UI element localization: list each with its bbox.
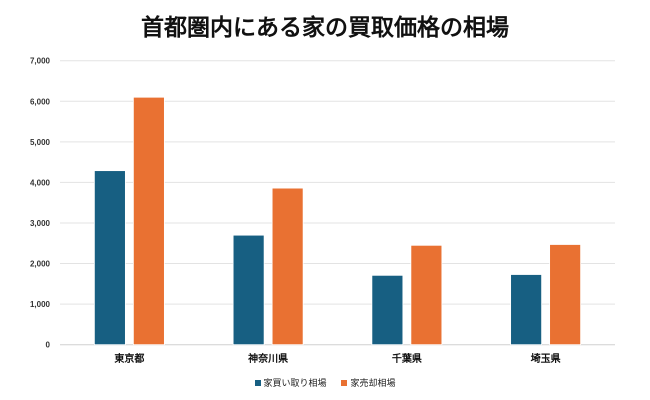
- y-tick-label: 7,000: [30, 57, 51, 66]
- y-tick-label: 6,000: [30, 97, 51, 106]
- bar-sale: [132, 96, 165, 346]
- legend: 家買い取り相場 家売却相場: [0, 376, 650, 389]
- x-tick-label: 埼玉県: [531, 352, 561, 365]
- legend-label: 家買い取り相場: [263, 379, 327, 389]
- bar-buyback: [371, 274, 404, 346]
- y-tick-label: 0: [46, 341, 51, 350]
- bar-buyback: [232, 234, 265, 346]
- bar-sale: [410, 244, 443, 346]
- legend-label: 家売却相場: [350, 379, 396, 389]
- chart-title: 首都圏内にある家の買取価格の相場: [141, 15, 509, 41]
- legend-swatch: [254, 379, 261, 386]
- bar-buyback: [510, 274, 543, 346]
- legend-swatch: [341, 379, 348, 386]
- bar-sale: [549, 244, 582, 346]
- legend-item-buyback: 家買い取り相場: [254, 376, 327, 389]
- x-tick-label: 千葉県: [392, 352, 422, 365]
- y-tick-label: 3,000: [30, 219, 51, 228]
- x-tick-label: 神奈川県: [248, 352, 288, 365]
- bar-sale: [271, 187, 304, 346]
- y-tick-label: 5,000: [30, 138, 51, 147]
- bar-buyback: [93, 170, 126, 346]
- x-tick-label: 東京都: [114, 352, 144, 365]
- y-tick-label: 4,000: [30, 178, 51, 187]
- legend-item-sale: 家売却相場: [341, 376, 395, 389]
- y-tick-label: 2,000: [30, 260, 51, 269]
- y-tick-label: 1,000: [30, 300, 51, 309]
